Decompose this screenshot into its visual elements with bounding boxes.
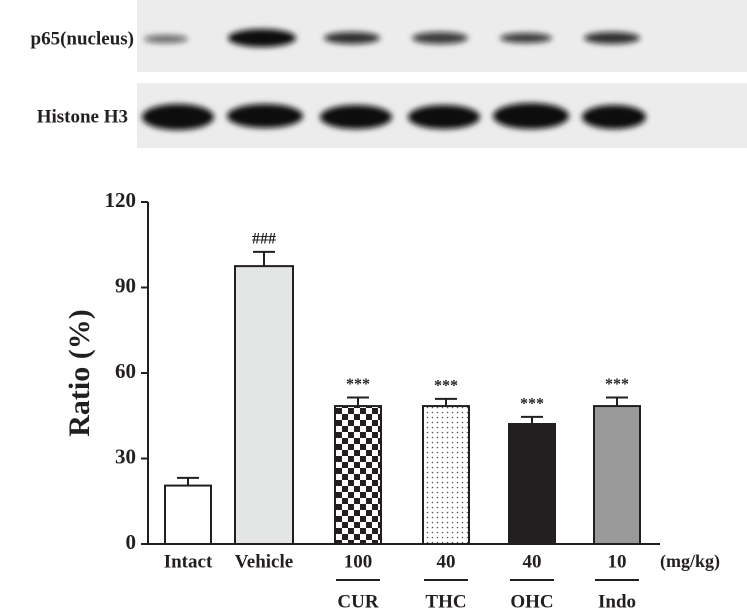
y-tick-label: 30 [115,444,136,468]
significance-label: *** [520,396,544,413]
significance-label: *** [605,376,629,393]
bar [334,405,382,545]
blot-panel: p65(nucleus) Histone H3 [31,0,747,148]
y-tick-label: 60 [115,359,136,383]
group-label: OHC [510,591,553,612]
bar [593,405,641,545]
x-tick-label: 40 [437,551,456,572]
blot-label: p65(nucleus) [31,28,134,49]
bar [422,405,470,545]
x-tick-label: Vehicle [235,551,293,572]
significance-label: *** [434,378,458,395]
group-label: Indo [598,591,636,612]
blot-bands [144,29,640,47]
significance-label: ### [252,231,276,248]
x-tick-label: 10 [608,551,627,572]
x-tick-label: 40 [523,551,542,572]
y-tick-label: 90 [115,273,136,297]
group-label: CUR [337,591,378,612]
x-tick-label: 100 [344,551,373,572]
blot-bands [142,103,646,130]
group-label: THC [425,591,466,612]
blot-label: Histone H3 [37,106,128,127]
significance-label: *** [346,376,370,393]
x-tick-label: Intact [164,551,213,572]
y-axis-label: Ratio (%) [63,309,96,436]
bar [234,265,294,545]
bar [164,484,212,546]
y-tick-label: 120 [105,188,137,212]
bar [508,423,556,546]
x-unit-label: (mg/kg) [660,551,720,572]
y-tick-label: 0 [126,530,137,554]
